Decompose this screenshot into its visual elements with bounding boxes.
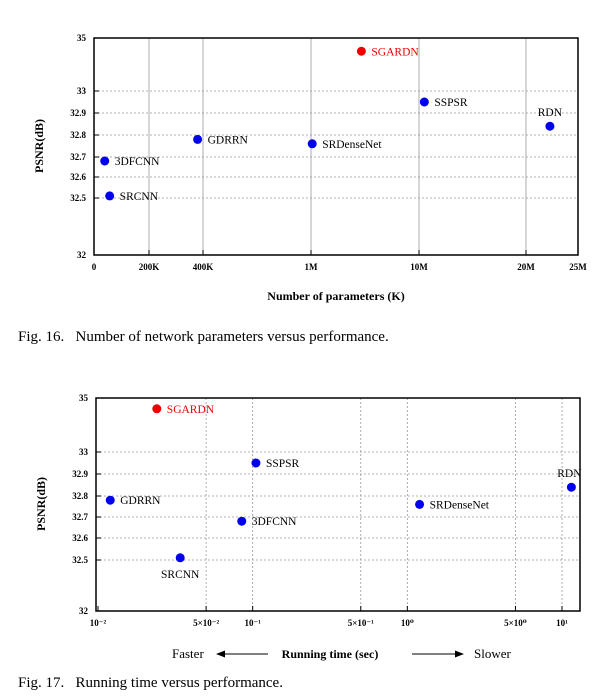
chart1-point-label: SRDenseNet bbox=[322, 139, 382, 151]
chart2-y-tick-label: 32.5 bbox=[72, 555, 88, 565]
chart2-x-tick-label: 10⁻¹ bbox=[244, 618, 261, 628]
chart2-point-label: 3DFCNN bbox=[252, 516, 297, 528]
chart2-x-tick-label: 10⁻² bbox=[90, 618, 107, 628]
chart1-y-tick-label: 32.5 bbox=[70, 193, 86, 203]
chart1-point-label: GDRRN bbox=[208, 134, 249, 146]
chart2-y-ticks: 32 32.5 32.6 32.7 32.8 32.9 33 35 bbox=[72, 393, 101, 616]
chart1-x-ticks: 0 200K 400K 1M 10M 20M 25M bbox=[92, 250, 587, 272]
chart1-x-axis-title: Number of parameters (K) bbox=[267, 289, 404, 303]
chart2-point-sgardn bbox=[152, 404, 162, 414]
chart2-point-label: SRDenseNet bbox=[430, 499, 490, 511]
chart1-point-3dfcnn bbox=[100, 156, 110, 166]
chart2-point-label: SRCNN bbox=[161, 569, 200, 581]
chart2-x-tick-label: 10¹ bbox=[556, 618, 568, 628]
chart1-y-tick-label: 32.6 bbox=[70, 172, 86, 182]
chart2-point-srcnn bbox=[175, 553, 185, 563]
chart1-x-tick-label: 200K bbox=[139, 262, 160, 272]
chart2-point-label: RDN bbox=[557, 468, 582, 480]
chart2-y-tick-label: 35 bbox=[79, 393, 89, 403]
chart1-grid bbox=[94, 38, 578, 255]
chart2-x-tick-label: 10⁰ bbox=[401, 618, 414, 628]
chart1-y-tick-label: 32 bbox=[77, 250, 87, 260]
chart2-point-rdn bbox=[566, 482, 576, 492]
chart1-point-label: RDN bbox=[538, 107, 563, 119]
chart1-points: SRCNN 3DFCNN GDRRN SRDenseNet SSPSR RDN SGARDN bbox=[100, 46, 563, 203]
chart1-point-gdrrn bbox=[193, 134, 203, 144]
chart2-y-axis-title: PSNR(dB) bbox=[34, 477, 48, 531]
chart1-point-label: 3DFCNN bbox=[115, 156, 160, 168]
chart1-point-sgardn bbox=[356, 46, 366, 56]
slower-label: Slower bbox=[474, 646, 512, 661]
chart1-point-label: SGARDN bbox=[371, 46, 419, 58]
chart2-point-3dfcnn bbox=[237, 516, 247, 526]
chart2-y-tick-label: 32.9 bbox=[72, 469, 88, 479]
figure-16-caption: Fig. 16. Number of network parameters ve… bbox=[18, 329, 389, 345]
faster-label: Faster bbox=[172, 646, 204, 661]
figure-17-caption: Fig. 17. Running time versus performance… bbox=[18, 675, 283, 691]
chart2-x-ticks: 10⁻² 5×10⁻² 10⁻¹ 5×10⁻¹ 10⁰ 5×10⁰ 10¹ bbox=[90, 606, 568, 628]
chart1-y-tick-label: 35 bbox=[77, 33, 87, 43]
chart2-x-tick-label: 5×10⁻² bbox=[193, 618, 219, 628]
chart-params-vs-psnr: 32 32.5 32.6 32.7 32.8 32.9 33 35 0 200K 400K 1M 10… bbox=[32, 33, 587, 303]
chart2-point-label: GDRRN bbox=[120, 495, 161, 507]
chart2-point-label: SSPSR bbox=[266, 458, 300, 470]
chart2-y-tick-label: 32.6 bbox=[72, 533, 88, 543]
chart2-y-tick-label: 32.8 bbox=[72, 491, 88, 501]
chart1-point-srcnn bbox=[105, 191, 115, 201]
chart1-point-label: SRCNN bbox=[120, 191, 159, 203]
chart1-x-tick-label: 0 bbox=[92, 262, 97, 272]
chart2-points: GDRRN SRCNN 3DFCNN SSPSR SRDenseNet RDN SGARDN bbox=[105, 404, 582, 581]
chart1-x-tick-label: 20M bbox=[517, 262, 535, 272]
chart2-x-tick-label: 5×10⁰ bbox=[504, 618, 527, 628]
chart1-point-rdn bbox=[545, 121, 555, 131]
chart2-grid bbox=[96, 398, 580, 611]
chart2-y-tick-label: 32.7 bbox=[72, 512, 88, 522]
chart1-point-sspsr bbox=[419, 97, 429, 107]
chart2-plot-frame bbox=[95, 397, 581, 612]
chart1-plot-frame bbox=[93, 37, 579, 256]
chart2-point-srdensenet bbox=[415, 499, 425, 509]
chart2-x-axis-title: Running time (sec) bbox=[282, 647, 379, 661]
chart1-y-tick-label: 32.9 bbox=[70, 108, 86, 118]
chart1-x-tick-label: 400K bbox=[193, 262, 214, 272]
chart1-point-label: SSPSR bbox=[434, 97, 468, 109]
chart2-point-sspsr bbox=[251, 458, 261, 468]
chart1-y-axis-title: PSNR(dB) bbox=[32, 119, 46, 173]
slower-arrow bbox=[412, 650, 464, 658]
chart1-y-tick-label: 33 bbox=[77, 86, 87, 96]
chart1-y-tick-label: 32.7 bbox=[70, 152, 86, 162]
faster-arrow bbox=[216, 650, 268, 658]
chart1-y-ticks: 32 32.5 32.6 32.7 32.8 32.9 33 35 bbox=[70, 33, 99, 260]
chart1-x-tick-label: 10M bbox=[410, 262, 428, 272]
chart1-y-tick-label: 32.8 bbox=[70, 130, 86, 140]
chart1-point-srdensenet bbox=[307, 139, 317, 149]
chart2-point-gdrrn bbox=[105, 495, 115, 505]
chart2-y-tick-label: 33 bbox=[79, 447, 89, 457]
chart2-x-tick-label: 5×10⁻¹ bbox=[348, 618, 374, 628]
chart2-point-label: SGARDN bbox=[167, 404, 215, 416]
chart1-x-tick-label: 25M bbox=[569, 262, 587, 272]
chart1-x-tick-label: 1M bbox=[305, 262, 319, 272]
chart2-y-tick-label: 32 bbox=[79, 606, 89, 616]
